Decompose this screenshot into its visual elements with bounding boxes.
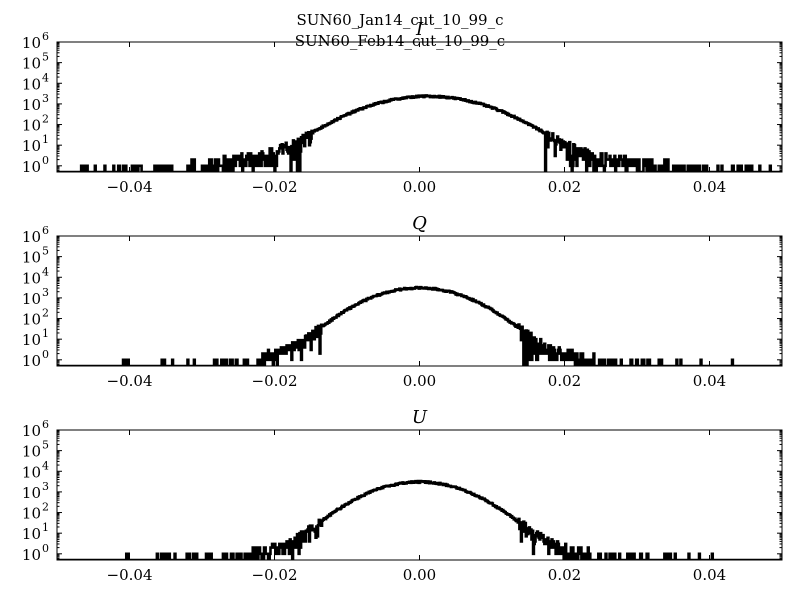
- x-tick-label: 0.04: [693, 178, 726, 196]
- x-tick-label: −0.02: [252, 178, 298, 196]
- y-tick-exponent: 4: [42, 265, 49, 278]
- y-tick-exponent: 2: [42, 501, 49, 514]
- y-tick-exponent: 3: [42, 92, 49, 105]
- x-tick-label: −0.02: [252, 566, 298, 584]
- y-tick-label: 10: [22, 463, 41, 481]
- y-tick-label: 10: [22, 422, 41, 440]
- y-tick-label: 10: [22, 443, 41, 461]
- panel-title: I: [415, 19, 424, 40]
- y-tick-exponent: 1: [42, 521, 49, 534]
- y-tick-label: 10: [22, 484, 41, 502]
- axes-frame: [56, 235, 783, 367]
- panel-title: Q: [412, 213, 427, 234]
- x-tick-label: −0.02: [252, 372, 298, 390]
- y-tick-label: 10: [22, 55, 41, 73]
- y-tick-label: 10: [22, 96, 41, 114]
- y-tick-exponent: 5: [42, 245, 49, 258]
- histogram-series: [57, 94, 782, 172]
- histogram-series: [57, 479, 782, 560]
- axes-frame: [56, 41, 783, 173]
- panel-title: U: [412, 407, 428, 428]
- x-tick-label: −0.04: [107, 566, 153, 584]
- y-tick-exponent: 6: [42, 418, 49, 431]
- y-tick-label: 10: [22, 228, 41, 246]
- y-tick-exponent: 2: [42, 307, 49, 320]
- y-tick-label: 10: [22, 34, 41, 52]
- y-tick-exponent: 4: [42, 71, 49, 84]
- x-tick-label: −0.04: [107, 178, 153, 196]
- x-tick-label: 0.00: [403, 566, 436, 584]
- y-tick-exponent: 0: [42, 154, 49, 167]
- suptitle-line-1: SUN60_Jan14_cut_10_99_c: [297, 11, 504, 29]
- y-tick-label: 10: [22, 525, 41, 543]
- x-tick-label: 0.04: [693, 566, 726, 584]
- y-tick-label: 10: [22, 311, 41, 329]
- x-tick-label: −0.04: [107, 372, 153, 390]
- y-tick-label: 10: [22, 505, 41, 523]
- y-tick-exponent: 2: [42, 113, 49, 126]
- x-tick-label: 0.02: [548, 178, 581, 196]
- suptitle-line-2: SUN60_Feb14_cut_10_99_c: [295, 32, 505, 50]
- y-tick-exponent: 6: [42, 224, 49, 237]
- y-tick-exponent: 1: [42, 133, 49, 146]
- y-tick-label: 10: [22, 137, 41, 155]
- y-tick-label: 10: [22, 158, 41, 176]
- y-tick-exponent: 3: [42, 480, 49, 493]
- y-tick-label: 10: [22, 269, 41, 287]
- y-tick-exponent: 0: [42, 542, 49, 555]
- y-tick-exponent: 3: [42, 286, 49, 299]
- y-tick-label: 10: [22, 546, 41, 564]
- y-tick-label: 10: [22, 249, 41, 267]
- x-tick-label: 0.04: [693, 372, 726, 390]
- y-tick-exponent: 1: [42, 327, 49, 340]
- axes-frame: [56, 429, 783, 561]
- y-tick-exponent: 0: [42, 348, 49, 361]
- y-tick-exponent: 6: [42, 30, 49, 43]
- y-tick-label: 10: [22, 117, 41, 135]
- y-tick-exponent: 5: [42, 439, 49, 452]
- x-tick-label: 0.00: [403, 372, 436, 390]
- x-tick-label: 0.02: [548, 372, 581, 390]
- x-tick-label: 0.02: [548, 566, 581, 584]
- y-tick-exponent: 5: [42, 51, 49, 64]
- y-tick-label: 10: [22, 75, 41, 93]
- histogram-series: [57, 285, 782, 366]
- y-tick-label: 10: [22, 290, 41, 308]
- y-tick-exponent: 4: [42, 459, 49, 472]
- y-tick-label: 10: [22, 331, 41, 349]
- y-tick-label: 10: [22, 352, 41, 370]
- x-tick-label: 0.00: [403, 178, 436, 196]
